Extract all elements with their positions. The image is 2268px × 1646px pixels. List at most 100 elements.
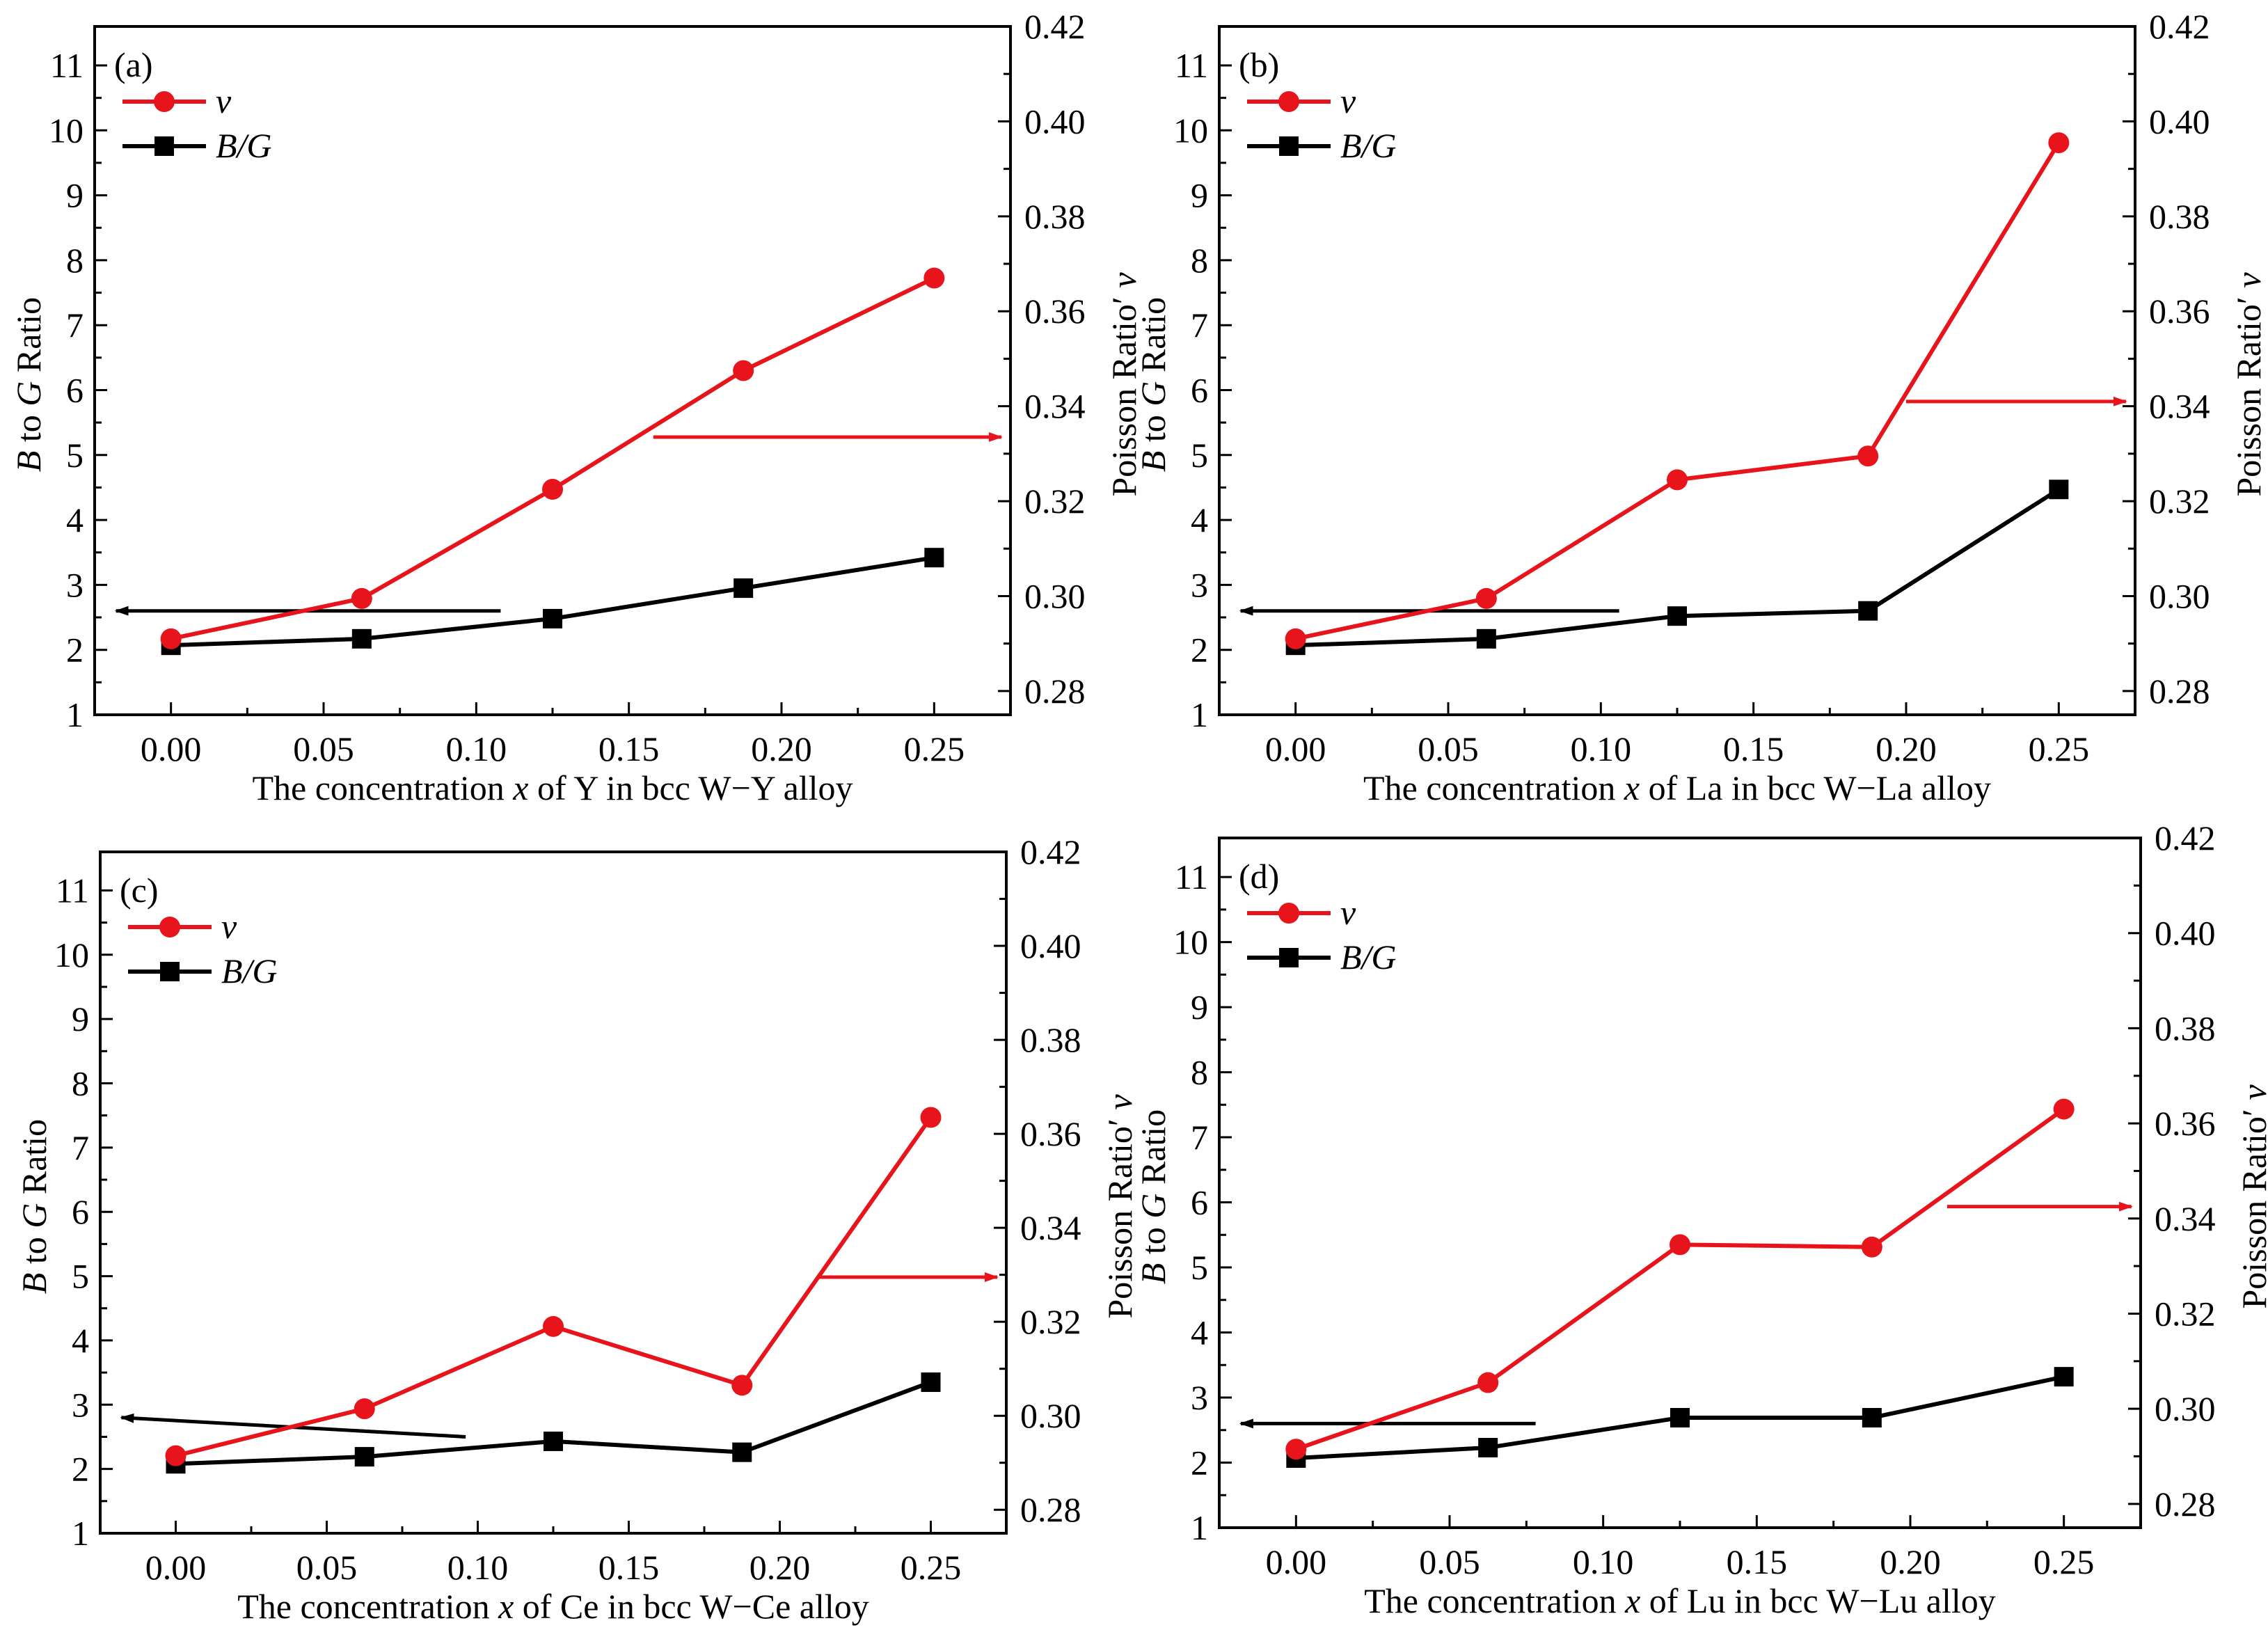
legend: v B/G <box>122 81 272 165</box>
y-left-axis-label: B to G Ratio <box>1134 297 1173 472</box>
legend: v B/G <box>128 907 278 990</box>
x-tick-label: 0.05 <box>1419 1542 1480 1581</box>
y-right-tick-label: 0.34 <box>1024 387 1086 426</box>
y-left-tick-label: 6 <box>1191 1183 1208 1222</box>
x-axis-label-part: The concentration <box>1363 768 1624 807</box>
chart-panel-a: 0.00 0.05 0.10 0.15 0.20 0.25 1 2 3 4 5 6 7 8 9 10 11 0.2… <box>9 7 1143 807</box>
y-right-axis-label: Poisson Ratio′ ν <box>2229 272 2268 497</box>
x-axis-label: The concentration x of Y in bcc W−Y allo… <box>252 768 853 807</box>
y-right-axis-label-part: ν <box>2229 272 2268 288</box>
x-tick-label: 0.20 <box>1876 729 1937 768</box>
x-axis-label-part: of Y in bcc W−Y alloy <box>529 768 853 807</box>
data-point-square <box>1862 1408 1882 1428</box>
legend-label-v: v <box>1340 81 1356 120</box>
y-right-axis-label-part: Poisson Ratio′ <box>1100 1110 1139 1319</box>
series-b-to-g-ratio <box>166 1372 941 1474</box>
y-left-tick-label: 3 <box>66 565 84 604</box>
series-b-to-g-ratio <box>1285 480 2069 656</box>
y-left-tick-label: 5 <box>66 436 84 475</box>
data-point-circle <box>165 1445 187 1466</box>
x-tick-label: 0.25 <box>901 1548 962 1587</box>
series-line <box>171 276 935 641</box>
data-point-square <box>354 1447 374 1467</box>
y-left-axis-label-part: to <box>15 1228 54 1273</box>
x-axis-label-part: of La in bcc W−La alloy <box>1640 768 1991 807</box>
data-point-square <box>2049 480 2069 500</box>
x-tick-label: 0.05 <box>1418 729 1479 768</box>
panel-label: (b) <box>1239 45 1279 84</box>
x-tick-label: 0.10 <box>447 1548 509 1587</box>
y-left-tick-label: 2 <box>1191 1443 1208 1482</box>
legend-label-bg: B/G <box>1340 126 1397 165</box>
series-line <box>1295 1107 2065 1452</box>
y-left-axis-label-part: to <box>9 406 48 451</box>
series-b-to-g-ratio <box>1286 1367 2074 1468</box>
y-left-axis-label-part: Ratio <box>15 1119 54 1203</box>
legend-marker-square <box>154 136 174 156</box>
legend: v B/G <box>1247 893 1397 976</box>
data-point-square <box>921 1372 941 1392</box>
data-point-square <box>1667 606 1687 626</box>
y-left-tick-label: 8 <box>72 1063 89 1102</box>
series-poisson-ratio <box>165 1107 942 1466</box>
y-right-tick-label: 0.28 <box>2149 672 2210 711</box>
y-right-tick-label: 0.38 <box>2149 197 2210 236</box>
y-left-axis-label-part: to <box>1134 1219 1173 1263</box>
x-tick-label: 0.20 <box>750 1548 811 1587</box>
legend-label-v: v <box>216 81 232 120</box>
data-point-circle <box>1285 1439 1307 1460</box>
y-left-tick-label: 11 <box>1175 857 1208 896</box>
data-point-square <box>1858 601 1878 621</box>
y-left-tick-label: 2 <box>66 631 84 670</box>
data-point-circle <box>1667 469 1688 491</box>
x-tick-label: 0.10 <box>1573 1542 1634 1581</box>
panel-label: (d) <box>1239 857 1279 896</box>
y-right-axis-label: Poisson Ratio′ ν <box>2235 1084 2268 1309</box>
y-right-tick-label: 0.32 <box>2155 1294 2216 1333</box>
data-point-square <box>1670 1408 1690 1428</box>
legend-marker-circle <box>154 91 175 112</box>
y-right-tick-label: 0.36 <box>1024 292 1086 331</box>
data-point-square <box>543 608 562 628</box>
y-right-tick-label: 0.38 <box>2155 1008 2216 1047</box>
y-right-tick-label: 0.32 <box>2149 482 2210 521</box>
x-axis-label: The concentration x of Ce in bcc W−Ce al… <box>237 1587 869 1626</box>
x-tick-label: 0.15 <box>1723 729 1784 768</box>
y-right-tick-label: 0.36 <box>2155 1104 2216 1143</box>
y-right-tick-label: 0.40 <box>2149 102 2210 141</box>
y-left-axis-label: B to G Ratio <box>15 1119 54 1294</box>
x-axis-label-part: The concentration <box>252 768 513 807</box>
x-tick-label: 0.25 <box>904 729 965 768</box>
y-left-axis-label-part: Ratio <box>1134 297 1173 381</box>
y-left-tick-label: 1 <box>1191 695 1208 734</box>
x-tick-label: 0.10 <box>1571 729 1632 768</box>
y-left-tick-label: 4 <box>66 500 84 539</box>
legend-label-v: v <box>1340 893 1356 932</box>
y-left-tick-label: 8 <box>1191 241 1208 280</box>
legend-marker-circle <box>1278 91 1299 112</box>
data-point-circle <box>160 628 182 649</box>
y-right-tick-label: 0.32 <box>1020 1302 1081 1341</box>
y-right-axis-label-part: Poisson Ratio′ <box>2235 1100 2268 1309</box>
data-point-square <box>351 628 372 649</box>
y-right-axis-label-part: ν <box>2235 1084 2268 1100</box>
data-point-square <box>2054 1367 2074 1387</box>
x-axis-label-part: The concentration <box>1364 1581 1625 1620</box>
x-tick-label: 0.00 <box>141 729 202 768</box>
y-left-tick-label: 10 <box>54 935 89 974</box>
y-left-axis-label-part: G <box>15 1203 54 1228</box>
y-right-axis-label-part: ν <box>1100 1094 1139 1110</box>
y-left-axis-label-part: G <box>9 381 48 406</box>
data-point-circle <box>543 1315 564 1337</box>
y-left-tick-label: 6 <box>1191 370 1208 409</box>
y-right-tick-label: 0.30 <box>2149 576 2210 615</box>
y-left-tick-label: 1 <box>1191 1508 1208 1547</box>
x-axis-label-part: x <box>1624 1581 1640 1620</box>
y-left-tick-label: 7 <box>1191 1118 1208 1157</box>
x-tick-label: 0.15 <box>1727 1542 1788 1581</box>
y-left-axis-label-part: B <box>15 1273 54 1295</box>
data-point-square <box>1478 1438 1498 1458</box>
x-axis-label-part: of Lu in bcc W−Lu alloy <box>1640 1581 1995 1620</box>
y-left-tick-label: 8 <box>1191 1053 1208 1092</box>
